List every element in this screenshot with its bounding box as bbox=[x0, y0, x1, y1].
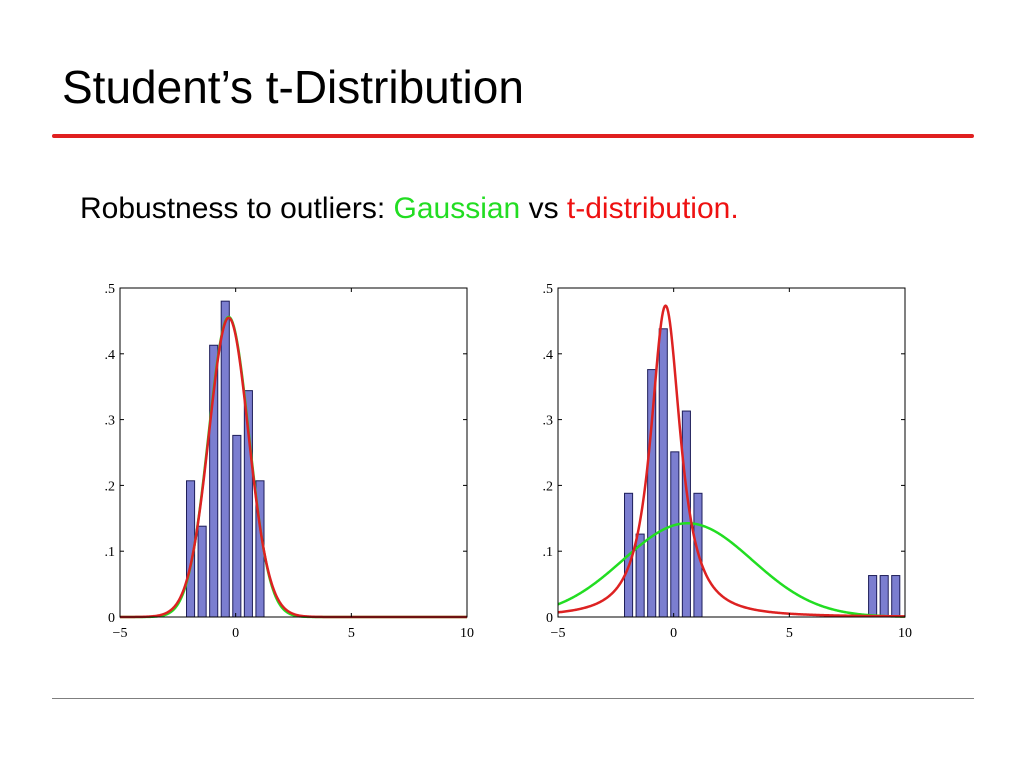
histogram-bar bbox=[658, 328, 668, 618]
subtitle-vs: vs bbox=[520, 192, 567, 225]
y-tick-label: 0 bbox=[108, 611, 115, 626]
t-distribution-fit-curve bbox=[119, 316, 468, 619]
subtitle-prefix: Robustness to outliers: bbox=[80, 192, 394, 225]
footer-divider bbox=[52, 698, 974, 699]
histogram-bar bbox=[647, 369, 657, 618]
plot-frame bbox=[119, 287, 468, 618]
x-tick-label: 0 bbox=[670, 626, 677, 641]
subtitle-gaussian: Gaussian bbox=[393, 192, 521, 225]
y-tick-label: .3 bbox=[543, 414, 554, 429]
slide-title: Student’s t-Distribution bbox=[62, 61, 524, 113]
plot-frame bbox=[557, 287, 906, 618]
histogram-bar bbox=[891, 575, 901, 618]
y-tick-label: .2 bbox=[543, 479, 554, 494]
histogram-chart-outliers: −5 0 5 100.1.2.3.4.5 bbox=[543, 282, 913, 641]
x-tick-label: 5 bbox=[786, 626, 793, 641]
y-tick-label: .5 bbox=[105, 282, 116, 297]
gaussian-fit-curve bbox=[119, 315, 468, 619]
x-tick-label: 10 bbox=[898, 626, 912, 641]
histogram-bar bbox=[879, 575, 889, 618]
histogram-bar bbox=[868, 575, 878, 618]
y-tick-label: .1 bbox=[105, 545, 116, 560]
histogram-bar bbox=[197, 525, 207, 618]
histogram-chart-clean: −5 0 5 100.1.2.3.4.5 bbox=[105, 282, 475, 641]
x-tick-label: −5 bbox=[551, 626, 566, 641]
y-tick-label: 0 bbox=[546, 611, 553, 626]
y-tick-label: .3 bbox=[105, 414, 116, 429]
y-tick-label: .5 bbox=[543, 282, 554, 297]
x-tick-label: 10 bbox=[460, 626, 474, 641]
y-tick-label: .1 bbox=[543, 545, 554, 560]
y-tick-label: .2 bbox=[105, 479, 116, 494]
histogram-bar bbox=[232, 434, 242, 618]
subtitle-t-distribution: t-distribution. bbox=[566, 192, 739, 225]
slide-subtitle: Robustness to outliers: Gaussian vs t-di… bbox=[80, 194, 739, 224]
y-tick-label: .4 bbox=[543, 348, 554, 363]
histogram-bar bbox=[220, 300, 230, 618]
x-tick-label: 0 bbox=[232, 626, 239, 641]
y-tick-label: .4 bbox=[105, 348, 116, 363]
x-tick-label: −5 bbox=[113, 626, 128, 641]
t-distribution-fit-curve bbox=[557, 304, 906, 618]
gaussian-fit-curve bbox=[557, 522, 906, 618]
x-tick-label: 5 bbox=[348, 626, 355, 641]
histogram-bar bbox=[670, 451, 680, 618]
title-underline bbox=[52, 134, 974, 138]
